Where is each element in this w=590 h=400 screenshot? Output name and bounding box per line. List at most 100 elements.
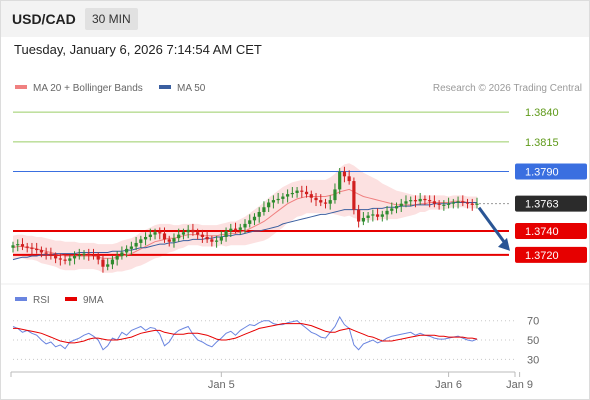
legend-label: RSI <box>33 295 50 306</box>
candle-body <box>456 201 460 203</box>
candle-body <box>125 248 129 253</box>
rsi-ma-line <box>13 323 478 344</box>
candle-body <box>385 210 389 215</box>
candle-body <box>409 200 413 202</box>
candle-body <box>281 196 285 199</box>
candle-body <box>120 252 124 257</box>
candle-body <box>437 203 441 205</box>
candle-body <box>186 229 190 233</box>
candle-body <box>177 234 181 239</box>
x-tick-label: Jan 6 <box>435 379 462 391</box>
candle-body <box>314 197 318 201</box>
legend-swatch <box>15 85 27 89</box>
level-label-bg <box>515 246 587 263</box>
candle-body <box>418 198 422 202</box>
rsi-tick-label: 30 <box>527 354 539 366</box>
candle-body <box>248 220 252 224</box>
legend-swatch <box>15 297 27 301</box>
rsi-tick-label: 70 <box>527 316 539 328</box>
rsi-line <box>12 315 478 351</box>
bollinger-band-area <box>13 163 477 273</box>
chart-header: USD/CAD 30 MIN <box>1 1 589 37</box>
symbol-label: USD/CAD <box>12 11 76 27</box>
level-label: 1.3720 <box>525 250 559 262</box>
candle-body <box>87 253 91 255</box>
candle-body <box>267 202 271 208</box>
candle-body <box>139 239 143 243</box>
candle-body <box>375 214 380 217</box>
candle-body <box>167 239 171 242</box>
level-label: 1.3740 <box>525 226 559 238</box>
candle-body <box>101 259 105 267</box>
candle-body <box>196 232 200 235</box>
candle-body <box>191 229 195 233</box>
candle-body <box>134 242 138 247</box>
rsi-legend: RSI 9MA <box>15 295 104 306</box>
legend-label: MA 20 + Bollinger Bands <box>33 83 143 94</box>
candle-body <box>338 171 342 190</box>
candle-body <box>300 190 304 192</box>
level-label-bg <box>515 195 587 212</box>
candle-body <box>91 254 96 257</box>
candle-body <box>205 236 209 240</box>
candle-body <box>295 190 299 193</box>
candle-body <box>465 202 470 204</box>
x-tick-label: Jan 5 <box>208 379 235 391</box>
candle-body <box>461 201 465 203</box>
candle-body <box>158 232 162 234</box>
forecast-arrow-line <box>477 206 509 247</box>
candle-body <box>413 200 418 202</box>
candle-body <box>276 198 280 201</box>
legend-swatch <box>159 85 171 89</box>
main-legend: MA 20 + Bollinger Bands MA 50 <box>15 83 206 94</box>
x-tick-label: Jan 9 <box>506 379 533 391</box>
candle-body <box>224 231 228 237</box>
candle-body <box>442 204 446 206</box>
candle-body <box>432 201 436 204</box>
candle-body <box>371 214 375 216</box>
candle-body <box>286 194 290 197</box>
level-label-bg <box>515 163 587 180</box>
candle-body <box>475 203 479 205</box>
candle-body <box>162 233 167 240</box>
candle-body <box>72 256 77 259</box>
candle-body <box>423 198 427 201</box>
timestamp: Tuesday, January 6, 2026 7:14:54 AM CET <box>14 42 262 57</box>
candle-body <box>148 234 152 237</box>
candle-body <box>357 209 361 222</box>
candle-body <box>153 232 157 235</box>
level-label-bg <box>515 223 587 240</box>
level-label: 1.3840 <box>525 107 559 119</box>
candle-body <box>428 200 432 202</box>
copyright-text: Research © 2026 Trading Central <box>433 83 582 94</box>
candle-body <box>262 207 266 213</box>
candle-body <box>352 181 356 210</box>
level-label: 1.3815 <box>525 137 559 149</box>
level-labels: 1.3840 1.3815 1.3790 1.3763 1.3740 1.3720 <box>515 107 587 263</box>
candle-body <box>290 192 294 195</box>
candle-body <box>214 240 219 242</box>
candle-body <box>35 248 39 251</box>
bollinger-band <box>13 163 477 273</box>
candle-body <box>115 256 119 260</box>
candle-body <box>451 202 455 204</box>
x-axis: Jan 5 Jan 6 Jan 9 <box>10 371 533 391</box>
candle-body <box>390 208 394 211</box>
candle-body <box>233 228 238 230</box>
candle-body <box>309 194 313 198</box>
price-levels <box>13 111 509 256</box>
candle-body <box>342 171 347 177</box>
legend-label: 9MA <box>83 295 104 306</box>
candle-body <box>323 202 328 204</box>
candle-body <box>129 246 133 249</box>
candle-body <box>243 223 247 228</box>
candle-body <box>394 206 399 209</box>
candle-body <box>54 256 58 259</box>
legend-swatch <box>65 297 77 301</box>
candle-body <box>30 247 34 249</box>
legend-label: MA 50 <box>177 83 206 94</box>
interval-badge[interactable]: 30 MIN <box>85 8 138 30</box>
candle-body <box>25 246 29 248</box>
candle-body <box>96 256 100 260</box>
